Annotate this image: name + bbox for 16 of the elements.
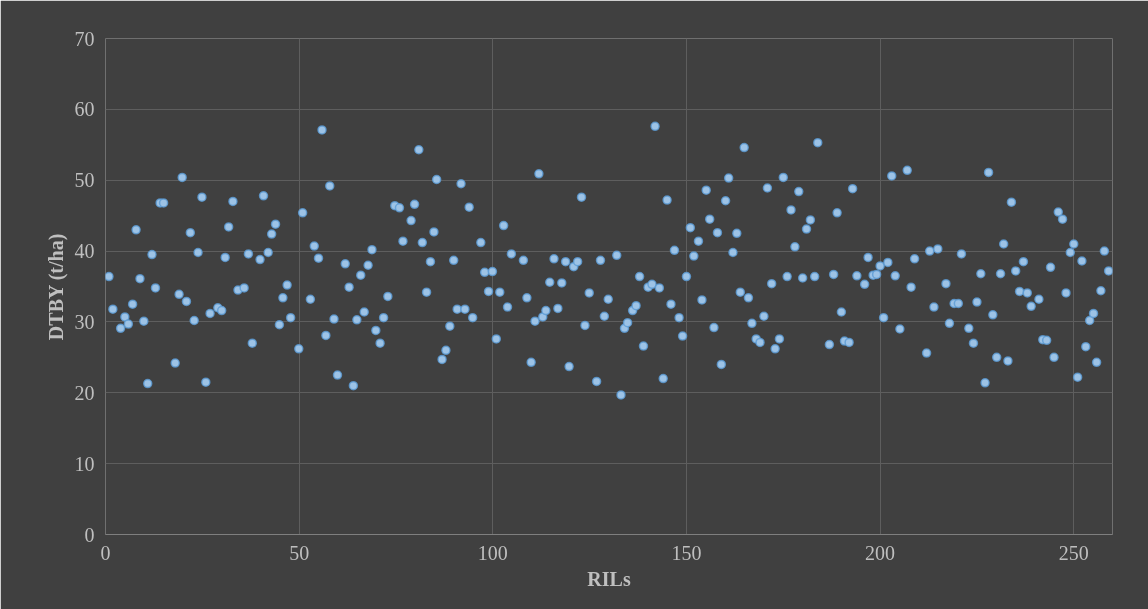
y-tick-label: 50 <box>74 169 95 192</box>
y-tick-label: 60 <box>74 98 95 121</box>
x-axis-title: RILs <box>587 567 631 590</box>
y-tick-label: 20 <box>74 381 95 404</box>
x-tick-label: 250 <box>1058 541 1089 564</box>
x-tick-label: 0 <box>100 541 111 564</box>
x-tick-label: 100 <box>477 541 508 564</box>
y-axis-title: DTBY (t/ha) <box>44 233 68 341</box>
x-tick-label: 150 <box>671 541 702 564</box>
y-tick-label: 70 <box>74 27 95 50</box>
y-tick-label: 10 <box>74 452 95 475</box>
y-tick-label: 40 <box>74 240 95 263</box>
x-tick-label: 200 <box>865 541 896 564</box>
y-tick-label: 0 <box>84 523 95 546</box>
x-tick-label: 50 <box>289 541 310 564</box>
y-tick-label: 30 <box>74 310 95 333</box>
